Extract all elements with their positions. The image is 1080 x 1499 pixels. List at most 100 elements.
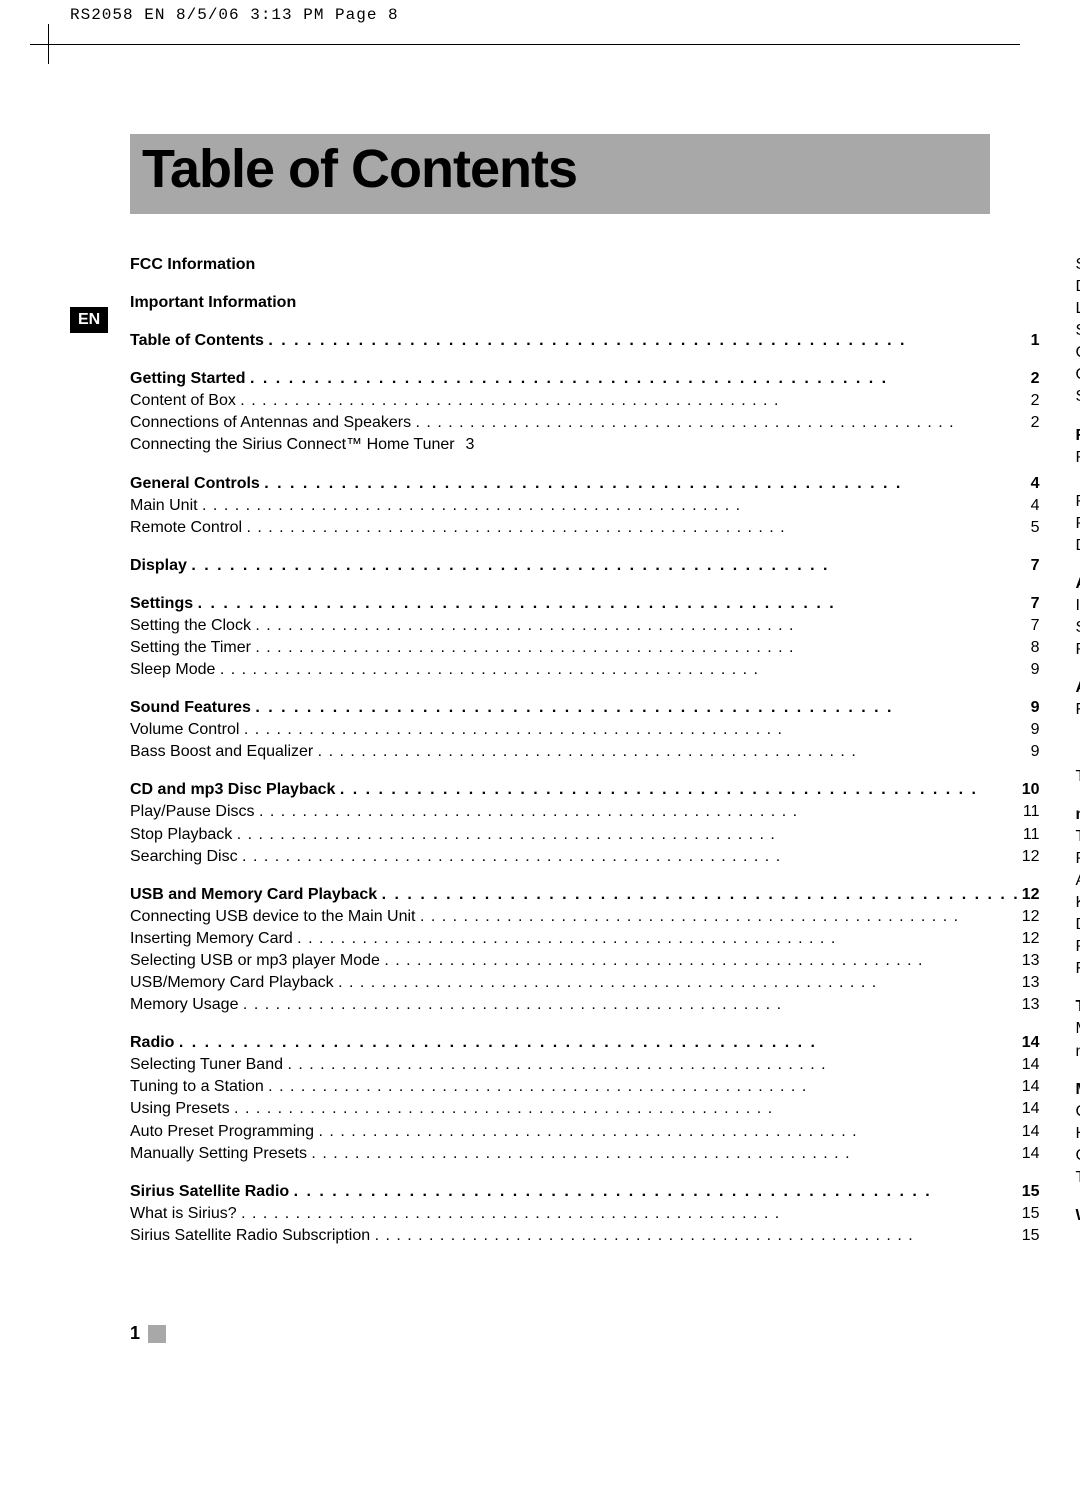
toc-section-title: Recording to the mp3 player bbox=[1076, 425, 1080, 447]
toc-dots: . . . . . . . . . . . . . . . . . . . . … bbox=[420, 906, 1020, 928]
toc-section-page: 1 bbox=[1029, 330, 1040, 352]
toc-dots: . . . . . . . . . . . . . . . . . . . . … bbox=[179, 1032, 1020, 1054]
toc-section-page: 4 bbox=[1029, 473, 1040, 495]
toc-section-title: Table of Contents bbox=[130, 330, 268, 352]
toc-section-page: 7 bbox=[1029, 593, 1040, 615]
toc-entry-title: Listening to Sirius Satellite Radio bbox=[1076, 298, 1080, 320]
toc-entry-title: Main Unit bbox=[1076, 1018, 1080, 1040]
toc-entry: Remote Control . . . . . . . . . . . . .… bbox=[1076, 744, 1080, 766]
toc-entry-title: Content of Box bbox=[130, 390, 240, 412]
toc-entry: Normal/High Speed Recording . . . . . . … bbox=[1076, 469, 1080, 491]
toc-dots: . . . . . . . . . . . . . . . . . . . . … bbox=[319, 1121, 1020, 1143]
toc-section-title: USB and Memory Card Playback bbox=[130, 884, 382, 906]
toc-entry-page: 2 bbox=[1029, 390, 1040, 412]
toc-entry: Handling CDs . . . . . . . . . . . . . .… bbox=[1076, 1123, 1080, 1145]
toc-dots: . . . . . . . . . . . . . . . . . . . . … bbox=[220, 659, 1029, 681]
toc-entry: Adjusting the Volume . . . . . . . . . .… bbox=[1076, 870, 1080, 892]
toc-dots: . . . . . . . . . . . . . . . . . . . . … bbox=[202, 495, 1029, 517]
toc-section-title: Display bbox=[130, 555, 191, 577]
toc-section-title: Advanced Navigation Controls bbox=[1076, 677, 1080, 699]
toc-section: Radio . . . . . . . . . . . . . . . . . … bbox=[130, 1032, 1040, 1054]
toc-entry-page: 2 bbox=[1029, 412, 1040, 434]
toc-section-page: 9 bbox=[1029, 697, 1040, 719]
toc-entry-title: Sirius ID bbox=[1076, 254, 1080, 276]
toc-entry: What is Sirius? . . . . . . . . . . . . … bbox=[130, 1203, 1040, 1225]
toc-section: CD and mp3 Disc Playback . . . . . . . .… bbox=[130, 779, 1040, 801]
toc-section: Display . . . . . . . . . . . . . . . . … bbox=[130, 555, 1040, 577]
toc-entry: mp3 Player . . . . . . . . . . . . . . .… bbox=[1076, 1041, 1080, 1063]
toc-dots: . . . . . . . . . . . . . . . . . . . . … bbox=[243, 994, 1020, 1016]
toc-dots: . . . . . . . . . . . . . . . . . . . . … bbox=[268, 330, 1028, 352]
toc-dots: . . . . . . . . . . . . . . . . . . . . … bbox=[244, 719, 1029, 741]
toc-dots: . . . . . . . . . . . . . . . . . . . . … bbox=[247, 517, 1029, 539]
toc-entry-page: 9 bbox=[1029, 741, 1040, 763]
toc-entry-title: Remote Control bbox=[1076, 744, 1080, 766]
toc-entry-title: File Navigation bbox=[1076, 699, 1080, 721]
toc-entry: Connections of Antennas and Speakers . .… bbox=[130, 412, 1040, 434]
toc-dots: . . . . . . . . . . . . . . . . . . . . … bbox=[297, 928, 1020, 950]
toc-entry-title: Deleting files from mp3 player bbox=[1076, 535, 1080, 557]
toc-entry-title: Signal Strength bbox=[1076, 386, 1080, 408]
toc-column-left: FCC InformationImportant InformationTabl… bbox=[130, 254, 1040, 1263]
language-badge: EN bbox=[70, 307, 108, 333]
toc-entry-title: Cleaning bbox=[1076, 1101, 1080, 1123]
toc-entry-title: Connecting the Sirius Connect™ Home Tune… bbox=[130, 434, 464, 456]
toc-section: Advanced Navigation Controls . . . . . .… bbox=[1076, 677, 1080, 699]
toc-entry-title: Selecting Tuner Band bbox=[130, 1054, 287, 1076]
toc-entry: Auto Preset Programming . . . . . . . . … bbox=[130, 1121, 1040, 1143]
toc-entry-title: Auto Preset Programming bbox=[130, 1121, 319, 1143]
toc-section-title: Radio bbox=[130, 1032, 179, 1054]
toc-entry: Main Unit . . . . . . . . . . . . . . . … bbox=[1076, 721, 1080, 743]
toc-column-right: Sirius ID . . . . . . . . . . . . . . . … bbox=[1076, 254, 1080, 1263]
toc-entry-title: Main Unit bbox=[130, 495, 202, 517]
toc-entry-page: 12 bbox=[1020, 906, 1040, 928]
toc-section: FCC Information bbox=[130, 254, 1040, 276]
toc-entry: Remote Control . . . . . . . . . . . . .… bbox=[130, 517, 1040, 539]
toc-entry: Key Lock . . . . . . . . . . . . . . . .… bbox=[1076, 892, 1080, 914]
toc-entry-title: Sirius Satellite Radio Subscription bbox=[130, 1225, 375, 1247]
toc-entry-title: Recording Tuner/AUX to mp3 player bbox=[1076, 491, 1080, 513]
toc-entry-title: Tips on Playback Sequence of Disc bbox=[1076, 766, 1080, 788]
toc-dots: . . . . . . . . . . . . . . . . . . . . … bbox=[237, 824, 1021, 846]
toc-entry: Stop Playback . . . . . . . . . . . . . … bbox=[130, 824, 1040, 846]
toc-entry-page: 13 bbox=[1020, 972, 1040, 994]
toc-dots: . . . . . . . . . . . . . . . . . . . . … bbox=[416, 412, 1029, 434]
toc-entry: Connecting USB device to the Main Unit .… bbox=[130, 906, 1040, 928]
toc-entry-page: 13 bbox=[1020, 950, 1040, 972]
toc-entry-title: Using Presets bbox=[130, 1098, 234, 1120]
toc-dots: . . . . . . . . . . . . . . . . . . . . … bbox=[264, 473, 1028, 495]
toc-entry-title: Frequently Asked Questions bbox=[1076, 958, 1080, 980]
toc-section: Settings . . . . . . . . . . . . . . . .… bbox=[130, 593, 1040, 615]
toc-entry-title: CD Lens Care bbox=[1076, 1145, 1080, 1167]
toc-entry-title: Recording CD to mp3 player bbox=[1076, 447, 1080, 469]
toc-entry-title: Sleep Mode bbox=[130, 659, 220, 681]
toc-entry: Recording CD to mp3 player . . . . . . .… bbox=[1076, 447, 1080, 469]
toc-entry-title: Setting Up a Program List bbox=[1076, 617, 1080, 639]
toc-entry: DSP . . . . . . . . . . . . . . . . . . … bbox=[1076, 914, 1080, 936]
toc-section-title: mp3 Player bbox=[1076, 804, 1080, 826]
toc-section-title: Sirius Satellite Radio bbox=[130, 1181, 294, 1203]
toc-entry: Using Presets . . . . . . . . . . . . . … bbox=[130, 1098, 1040, 1120]
toc-entry-title: What is Sirius? bbox=[130, 1203, 241, 1225]
toc-entry: Sirius ID . . . . . . . . . . . . . . . … bbox=[1076, 254, 1080, 276]
toc-section: Sound Features . . . . . . . . . . . . .… bbox=[130, 697, 1040, 719]
toc-entry: Signal Strength . . . . . . . . . . . . … bbox=[1076, 386, 1080, 408]
toc-entry-title: Tuning to a Station bbox=[130, 1076, 268, 1098]
toc-entry-page: 4 bbox=[1029, 495, 1040, 517]
toc-entry-title: Operation in the Three Operation Modes bbox=[1076, 364, 1080, 386]
toc-dots: . . . . . . . . . . . . . . . . . . . . … bbox=[259, 801, 1021, 823]
toc-entry-title: Changing Operation Mode bbox=[1076, 342, 1080, 364]
toc-entry-title: Stop Playback bbox=[130, 824, 237, 846]
toc-dots: . . . . . . . . . . . . . . . . . . . . … bbox=[255, 615, 1028, 637]
toc-entry: Sirius Satellite Radio Subscription . . … bbox=[130, 1225, 1040, 1247]
toc-entry-page: 15 bbox=[1020, 1225, 1040, 1247]
toc-dots: . . . . . . . . . . . . . . . . . . . . … bbox=[234, 1098, 1020, 1120]
toc-entry: Deleting files from mp3 player . . . . .… bbox=[1076, 535, 1080, 557]
toc-entry: Setting the Clock . . . . . . . . . . . … bbox=[130, 615, 1040, 637]
print-header: RS2058 EN 8/5/06 3:13 PM Page 8 bbox=[0, 0, 1080, 24]
toc-entry-title: Normal/High Speed Recording bbox=[1076, 469, 1080, 491]
toc-section: Maintenance . . . . . . . . . . . . . . … bbox=[1076, 1079, 1080, 1101]
toc-entry: Main Unit . . . . . . . . . . . . . . . … bbox=[1076, 1018, 1080, 1040]
toc-entry: Listening to Sirius Satellite Radio . . … bbox=[1076, 298, 1080, 320]
toc-entry: Tuning to a Station . . . . . . . . . . … bbox=[130, 1076, 1040, 1098]
